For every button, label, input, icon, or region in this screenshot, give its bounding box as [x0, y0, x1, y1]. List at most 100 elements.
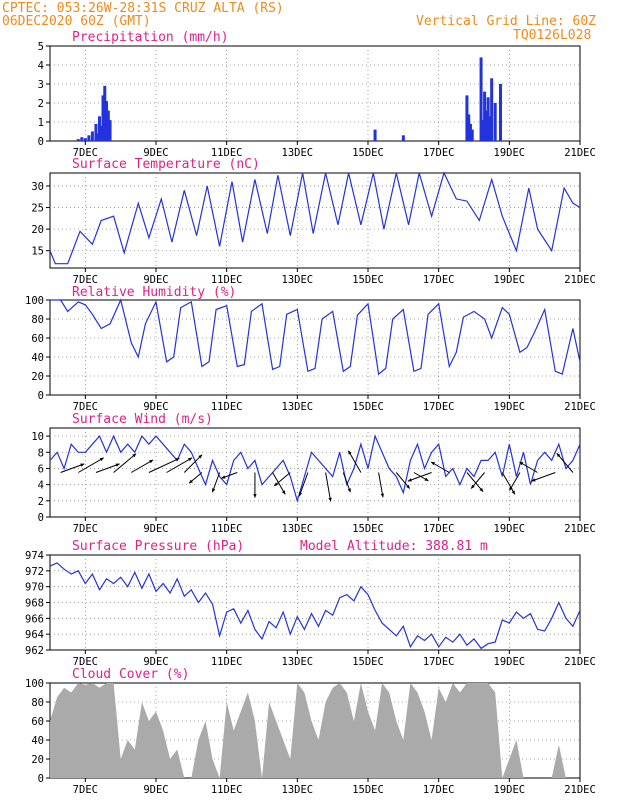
wind-arrow [60, 463, 85, 473]
wind-arrowhead [132, 453, 137, 458]
y-tick-label: 25 [31, 203, 44, 215]
x-tick-label: 15DEC [352, 523, 384, 535]
precip-bar [90, 131, 94, 141]
x-tick-label: 15DEC [352, 147, 384, 159]
precip-bar [103, 85, 107, 141]
model-altitude-label: Model Altitude: 388.81 m [300, 539, 488, 554]
wind-arrowhead [212, 488, 216, 493]
x-tick-label: 21DEC [564, 401, 596, 413]
precip-bar [493, 103, 497, 141]
x-tick-label: 7DEC [73, 656, 98, 668]
wind-arrowhead [198, 454, 203, 459]
x-tick-label: 13DEC [282, 656, 314, 668]
wind-arrow [556, 452, 574, 473]
x-tick-label: 21DEC [564, 147, 596, 159]
pressure-title: Surface Pressure (hPa) [72, 539, 244, 554]
temperature-panel: Surface Temperature (nC) 15 20 25 30 7DEC 9DE… [31, 157, 595, 286]
x-tick-label: 11DEC [211, 784, 243, 796]
x-tick-label: 7DEC [73, 523, 98, 535]
wind-arrowhead [298, 492, 303, 497]
x-tick-label: 7DEC [73, 784, 98, 796]
x-tick-label: 19DEC [494, 274, 526, 286]
y-tick-label: 3 [38, 79, 44, 91]
precip-bar [94, 123, 98, 141]
x-tick-label: 9DEC [143, 656, 168, 668]
wind-arrowhead [424, 477, 429, 481]
run-time-header: 06DEC2020 60Z (GMT) [2, 14, 151, 29]
x-tick-label: 11DEC [211, 523, 243, 535]
y-tick-label: 40 [31, 735, 44, 747]
wind-arrowhead [281, 490, 286, 495]
x-tick-label: 9DEC [143, 274, 168, 286]
wind-arrowhead [509, 486, 513, 491]
wind-arrowhead [431, 462, 436, 466]
wind-arrowhead [175, 458, 180, 462]
precip-bar [108, 120, 112, 141]
x-tick-label: 15DEC [352, 784, 384, 796]
x-tick-label: 13DEC [282, 401, 314, 413]
y-tick-label: 8 [38, 447, 44, 459]
wind-arrow [148, 457, 180, 473]
precip-bar [488, 116, 492, 141]
wind-arrow [298, 472, 309, 497]
precip-bar [83, 138, 87, 141]
y-tick-label: 972 [25, 566, 44, 578]
rh-series-line [50, 298, 581, 376]
pres-series-line [49, 562, 581, 650]
wind-arrow [131, 459, 154, 473]
wind-arrow [531, 472, 556, 482]
wind-arrowhead [380, 493, 385, 498]
precip-bar [479, 57, 483, 141]
plot-frame [49, 427, 581, 518]
wind-arrowhead [531, 478, 536, 482]
y-tick-label: 4 [38, 480, 44, 492]
x-tick-label: 9DEC [143, 523, 168, 535]
wind-arrowhead [479, 487, 484, 492]
y-tick-label: 970 [25, 582, 44, 594]
wind-arrowhead [221, 475, 226, 479]
wind-arrowhead [519, 462, 524, 466]
plot-frame [49, 172, 581, 269]
x-tick-label: 11DEC [211, 401, 243, 413]
precipitation-panel: Precipitation (mm/h) 0 1 2 3 4 5 7DEC 9DEC 11DEC… [38, 30, 596, 159]
cloud-cover-title: Cloud Cover (%) [72, 667, 189, 682]
wind-arrow [272, 472, 286, 495]
wind-arrowhead [328, 497, 332, 502]
wind-arrowhead [347, 488, 351, 493]
wind-arrowhead [80, 463, 85, 467]
x-tick-label: 13DEC [282, 147, 314, 159]
precip-bar [97, 116, 101, 141]
y-tick-label: 974 [25, 550, 44, 562]
y-tick-label: 20 [31, 371, 44, 383]
wind-arrowhead [274, 482, 279, 486]
y-tick-label: 0 [38, 773, 44, 785]
x-tick-label: 13DEC [282, 274, 314, 286]
station-header: CPTEC: 053:26W-28:31S CRUZ ALTA (RS) [2, 1, 284, 16]
precipitation-title: Precipitation (mm/h) [72, 30, 229, 45]
x-tick-label: 17DEC [423, 656, 455, 668]
cloud-cover-panel: Cloud Cover (%) 0 20 40 60 80 100 7DEC 9DEC 11DE… [25, 667, 596, 796]
y-tick-label: 60 [31, 716, 44, 728]
x-tick-label: 21DEC [564, 656, 596, 668]
y-tick-label: 100 [25, 295, 44, 307]
x-tick-label: 17DEC [423, 523, 455, 535]
precip-bar [467, 114, 471, 141]
x-tick-label: 11DEC [211, 274, 243, 286]
x-tick-label: 7DEC [73, 147, 98, 159]
x-tick-label: 19DEC [494, 523, 526, 535]
wind-arrowhead [471, 484, 475, 489]
x-tick-label: 17DEC [423, 784, 455, 796]
wind-arrowhead [149, 459, 154, 464]
cloud-cover-area [50, 683, 580, 778]
y-tick-label: 30 [31, 181, 44, 193]
x-tick-label: 19DEC [494, 784, 526, 796]
wind-arrow [466, 472, 484, 493]
precip-bar [465, 95, 469, 141]
wind-arrow [95, 463, 120, 473]
wind-arrowhead [511, 490, 515, 495]
y-tick-label: 0 [38, 136, 44, 148]
x-tick-label: 9DEC [143, 401, 168, 413]
y-tick-label: 6 [38, 463, 44, 475]
precip-bar [76, 139, 80, 141]
x-tick-label: 11DEC [211, 656, 243, 668]
